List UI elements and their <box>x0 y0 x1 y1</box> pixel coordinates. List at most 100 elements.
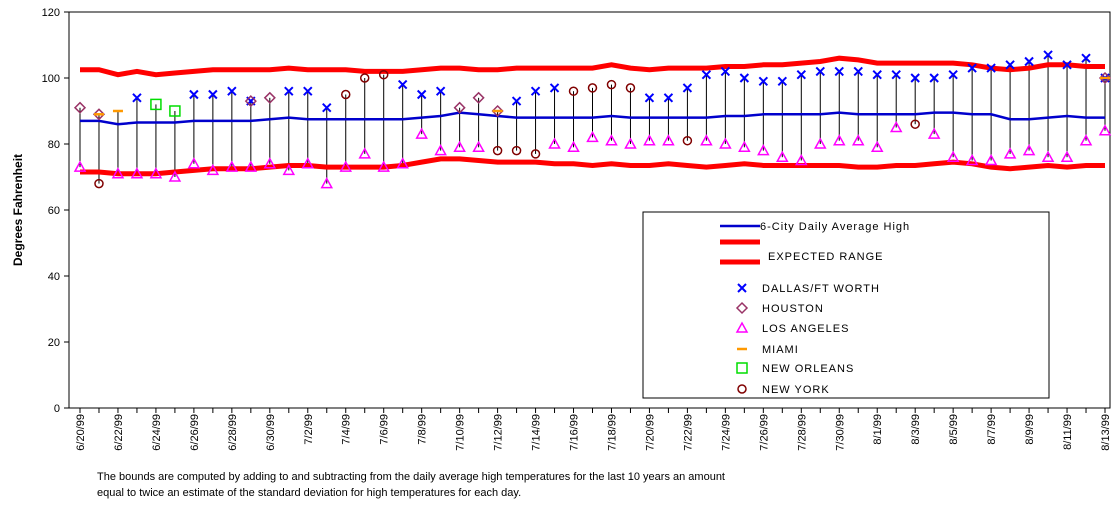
point <box>757 144 770 156</box>
x-tick-label: 7/30/99 <box>834 414 846 451</box>
point <box>796 69 807 80</box>
x-tick-label: 7/22/99 <box>682 414 694 451</box>
point <box>1098 71 1112 85</box>
x-tick-label: 6/28/99 <box>227 414 239 451</box>
x-tick-label: 8/3/99 <box>910 414 922 445</box>
point <box>946 150 960 162</box>
point <box>1022 144 1036 156</box>
point <box>244 160 258 172</box>
point <box>359 73 370 83</box>
y-axis-label: Degrees Fahrenheit <box>11 154 25 266</box>
point <box>130 167 144 179</box>
point <box>434 144 447 156</box>
point <box>777 76 788 87</box>
point <box>1005 60 1015 70</box>
point <box>377 160 390 172</box>
point <box>815 66 825 77</box>
point <box>738 140 751 153</box>
point <box>967 63 977 73</box>
point <box>132 93 142 103</box>
point <box>1098 124 1112 136</box>
point <box>1024 56 1034 67</box>
point <box>73 101 87 114</box>
point <box>929 73 939 83</box>
x-tick-label: 8/11/99 <box>1062 414 1074 450</box>
point <box>263 157 277 169</box>
y-tick-label: 60 <box>48 205 60 217</box>
point <box>910 119 920 129</box>
x-tick-label: 6/22/99 <box>113 414 125 451</box>
legend-swatch <box>737 283 747 293</box>
point <box>416 89 427 100</box>
point <box>1081 53 1091 63</box>
point <box>415 127 428 139</box>
point <box>624 137 637 149</box>
legend-label: LOS ANGELES <box>762 323 849 335</box>
point <box>644 93 655 103</box>
x-tick-label: 7/16/99 <box>569 414 581 451</box>
point <box>549 83 560 93</box>
point <box>682 135 693 146</box>
point <box>587 83 598 93</box>
y-tick-label: 120 <box>42 7 60 19</box>
point <box>284 86 294 96</box>
point <box>739 73 750 83</box>
point <box>530 86 541 96</box>
point <box>301 157 315 169</box>
point <box>453 101 466 114</box>
point <box>701 69 712 80</box>
footnote: The bounds are computed by adding to and… <box>97 471 725 483</box>
x-tick-label: 7/28/99 <box>796 414 808 451</box>
y-tick-label: 40 <box>48 271 60 283</box>
point <box>435 86 446 96</box>
point <box>187 157 201 169</box>
x-tick-label: 8/7/99 <box>986 414 998 445</box>
x-tick-label: 7/14/99 <box>531 414 543 451</box>
point <box>169 105 181 117</box>
point <box>662 134 675 146</box>
x-tick-label: 6/24/99 <box>151 414 163 451</box>
point <box>492 145 503 156</box>
x-tick-label: 7/8/99 <box>417 414 429 445</box>
point <box>984 153 998 166</box>
y-tick-label: 0 <box>54 403 60 415</box>
point <box>889 120 903 133</box>
point <box>870 140 884 153</box>
x-tick-label: 6/26/99 <box>189 414 201 451</box>
point <box>1062 60 1072 70</box>
x-tick-label: 7/20/99 <box>644 414 656 451</box>
point <box>149 167 163 179</box>
point <box>720 66 731 77</box>
point <box>643 134 656 146</box>
point <box>189 89 199 100</box>
x-tick-label: 6/20/99 <box>75 414 87 451</box>
series-line <box>80 55 1105 78</box>
point <box>530 149 541 159</box>
x-tick-label: 7/6/99 <box>379 414 391 445</box>
point <box>472 91 485 104</box>
point <box>244 95 257 108</box>
legend-swatch <box>736 362 748 374</box>
x-tick-label: 7/10/99 <box>455 414 467 451</box>
point <box>168 170 182 182</box>
x-tick-label: 8/9/99 <box>1024 414 1036 445</box>
point <box>73 160 87 172</box>
legend-swatch <box>735 321 749 333</box>
point <box>282 163 296 176</box>
legend-label: DALLAS/FT WORTH <box>762 283 880 295</box>
point <box>472 140 485 153</box>
point <box>206 163 220 176</box>
series-line <box>80 111 1105 126</box>
point <box>453 140 466 153</box>
point <box>511 145 522 156</box>
x-tick-label: 8/5/99 <box>948 414 960 445</box>
point <box>795 153 808 166</box>
point <box>111 167 125 179</box>
point <box>150 98 162 111</box>
legend-label: NEW ORLEANS <box>762 363 854 375</box>
point <box>491 104 504 118</box>
y-tick-label: 80 <box>48 139 60 151</box>
point <box>625 83 636 93</box>
point <box>1043 50 1053 60</box>
x-tick-label: 7/2/99 <box>303 414 315 445</box>
